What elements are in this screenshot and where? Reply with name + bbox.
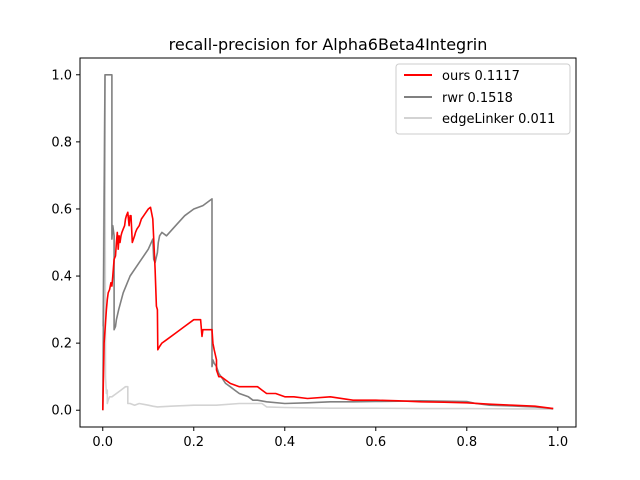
legend-entry-rwr: rwr 0.1518	[404, 91, 513, 106]
x-tick-label: 0.6	[365, 435, 386, 450]
chart-title: recall-precision for Alpha6Beta4Integrin	[169, 35, 488, 54]
legend: ours 0.1117 rwr 0.1518 edgeLinker 0.011	[395, 63, 571, 135]
y-tick-label: 0.0	[51, 404, 72, 419]
legend-entry-ours: ours 0.1117	[404, 69, 520, 84]
series-line-edgelinker	[102, 74, 554, 410]
legend-label-ours: ours 0.1117	[442, 69, 520, 84]
y-tick-label: 1.0	[51, 68, 72, 83]
y-axis-ticks: 0.0 0.2 0.4 0.6 0.8 1.0	[51, 68, 80, 419]
plot-frame	[79, 57, 577, 428]
x-tick-label: 0.2	[183, 435, 204, 450]
series-layer	[102, 74, 554, 411]
y-tick-label: 0.8	[51, 135, 72, 150]
axes	[79, 57, 577, 428]
x-axis-ticks: 0.0 0.2 0.4 0.6 0.8 1.0	[92, 427, 568, 450]
legend-label-rwr: rwr 0.1518	[442, 91, 513, 106]
series-line-ours	[102, 206, 554, 411]
series-line-rwr	[102, 74, 554, 411]
legend-frame	[395, 63, 571, 135]
x-tick-label: 0.0	[92, 435, 113, 450]
legend-entry-edgelinker: edgeLinker 0.011	[404, 112, 555, 127]
legend-label-edgelinker: edgeLinker 0.011	[442, 112, 555, 127]
y-tick-label: 0.6	[51, 202, 72, 217]
y-tick-label: 0.4	[51, 270, 72, 285]
y-tick-label: 0.2	[51, 337, 72, 352]
x-tick-label: 1.0	[547, 435, 568, 450]
x-tick-label: 0.8	[456, 435, 477, 450]
x-tick-label: 0.4	[274, 435, 295, 450]
